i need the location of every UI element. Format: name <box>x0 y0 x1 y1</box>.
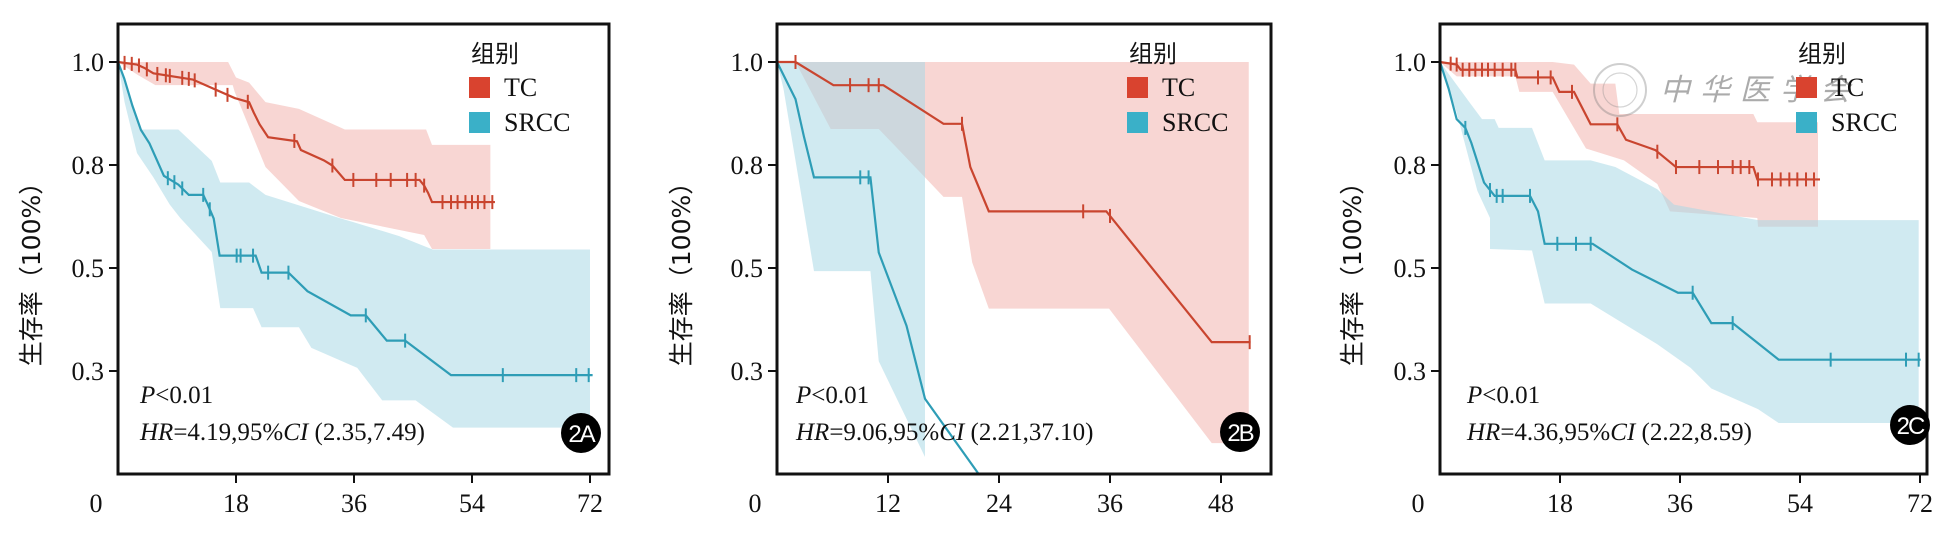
chart-panel-2B: 0 12 24 36 48 1.0 0.8 0.5 0.3 生存率（100%） 组别 TC SRCC P<… <box>667 22 1273 518</box>
y-tick-label: 0.8 <box>1394 151 1427 180</box>
y-tick-label: 0.3 <box>72 357 105 386</box>
srcc-confidence-band <box>1440 62 1919 424</box>
y-tick-label: 0.8 <box>731 151 764 180</box>
p-value: <0.01 <box>1482 382 1540 409</box>
x-tick-label: 54 <box>1787 489 1813 518</box>
tc-confidence-band <box>118 62 491 249</box>
y-tick-label: 0.8 <box>72 151 105 180</box>
legend-swatch-tc <box>469 77 490 98</box>
legend-label-tc: TC <box>504 73 537 102</box>
y-tick-label: 1.0 <box>1394 48 1427 77</box>
ci-symbol: CI <box>283 419 310 446</box>
panel-badge <box>1890 405 1930 445</box>
ci-symbol: CI <box>1610 419 1637 446</box>
plot-frame <box>775 22 1273 476</box>
x-tick-label: 0 <box>749 489 762 518</box>
x-tick-label: 54 <box>459 489 485 518</box>
hazard-ratio-text: HR=4.19,95%CI (2.35,7.49) <box>139 419 425 446</box>
legend-swatch-srcc <box>1127 112 1148 133</box>
hazard-ratio-text: HR=9.06,95%CI (2.21,37.10) <box>795 419 1093 446</box>
plot-frame <box>116 22 611 476</box>
hr-value: =4.19,95% <box>173 419 283 446</box>
legend-label-tc: TC <box>1162 73 1195 102</box>
watermark-logo: 中华医学会 <box>1593 63 1860 117</box>
ci-range: (2.21,37.10) <box>964 419 1093 446</box>
panel-badge-label: 2C <box>1897 413 1925 440</box>
x-tick-label: 36 <box>341 489 367 518</box>
ci-range: (2.35,7.49) <box>308 419 425 446</box>
x-tick-label: 48 <box>1208 489 1234 518</box>
ci-range: (2.22,8.59) <box>1635 419 1752 446</box>
hr-value: =4.36,95% <box>1500 419 1610 446</box>
p-value: <0.01 <box>811 382 869 409</box>
y-tick-label: 0.5 <box>731 254 764 283</box>
panel-badge-label: 2B <box>1227 420 1253 447</box>
panel-badge <box>561 413 601 453</box>
x-tick-label: 72 <box>577 489 603 518</box>
panel-badge <box>1220 412 1260 452</box>
srcc-confidence-band <box>777 62 925 458</box>
x-tick-label: 18 <box>223 489 249 518</box>
legend-swatch-tc <box>1796 77 1817 98</box>
watermark-seal-icon <box>1593 63 1647 117</box>
x-tick-label: 36 <box>1097 489 1123 518</box>
panel-badge-label: 2A <box>568 421 595 448</box>
x-tick-label: 0 <box>90 489 103 518</box>
p-value-text: P<0.01 <box>795 382 869 409</box>
legend-label-tc: TC <box>1831 73 1864 102</box>
y-axis-label: 生存率（100%） <box>1338 170 1367 366</box>
legend-title: 组别 <box>471 40 519 68</box>
ci-symbol: CI <box>939 419 966 446</box>
y-tick-label: 0.5 <box>72 254 105 283</box>
hazard-ratio-text: HR=4.36,95%CI (2.22,8.59) <box>1466 419 1752 446</box>
y-tick-label: 1.0 <box>72 48 105 77</box>
legend-swatch-tc <box>1127 77 1148 98</box>
srcc-survival-line <box>1438 61 1921 361</box>
legend-swatch-srcc <box>469 112 490 133</box>
hr-symbol: HR <box>795 419 829 446</box>
watermark-seal-inner-icon <box>1602 72 1638 108</box>
p-symbol: P <box>1466 382 1482 409</box>
legend-label-srcc: SRCC <box>504 108 571 137</box>
chart-panel-2A: 0 18 36 54 72 1.0 0.8 0.5 0.3 生存率（100%） 组别 TC SRCC P<… <box>17 22 611 518</box>
srcc-survival-line <box>776 61 980 475</box>
legend-title: 组别 <box>1798 40 1846 68</box>
y-tick-label: 1.0 <box>731 48 764 77</box>
plot-frame <box>1438 22 1929 476</box>
x-tick-label: 12 <box>875 489 901 518</box>
srcc-survival-line <box>116 61 593 377</box>
tc-confidence-band <box>777 62 1249 444</box>
x-tick-label: 72 <box>1907 489 1933 518</box>
srcc-confidence-band <box>118 62 590 428</box>
x-tick-label: 36 <box>1667 489 1693 518</box>
y-tick-label: 0.5 <box>1394 254 1427 283</box>
p-value: <0.01 <box>155 382 213 409</box>
legend-label-srcc: SRCC <box>1162 108 1229 137</box>
x-tick-label: 0 <box>1412 489 1425 518</box>
y-tick-label: 0.3 <box>1394 357 1427 386</box>
hr-symbol: HR <box>139 419 173 446</box>
legend-swatch-srcc <box>1796 112 1817 133</box>
chart-panel-2C: 中华医学会 0 18 36 54 72 1.0 0.8 0.5 0.3 生存率（100%） 组别 TC S… <box>1338 22 1933 518</box>
tc-confidence-band <box>1440 62 1818 227</box>
y-axis-label: 生存率（100%） <box>667 170 696 366</box>
x-tick-label: 24 <box>986 489 1012 518</box>
x-tick-label: 18 <box>1547 489 1573 518</box>
watermark-text: 中华医学会 <box>1660 73 1860 108</box>
p-symbol: P <box>139 382 155 409</box>
hr-symbol: HR <box>1466 419 1500 446</box>
y-tick-label: 0.3 <box>731 357 764 386</box>
hr-value: =9.06,95% <box>829 419 939 446</box>
p-value-text: P<0.01 <box>139 382 213 409</box>
p-value-text: P<0.01 <box>1466 382 1540 409</box>
y-axis-label: 生存率（100%） <box>17 170 46 366</box>
legend-title: 组别 <box>1129 40 1177 68</box>
legend-label-srcc: SRCC <box>1831 108 1898 137</box>
p-symbol: P <box>795 382 811 409</box>
